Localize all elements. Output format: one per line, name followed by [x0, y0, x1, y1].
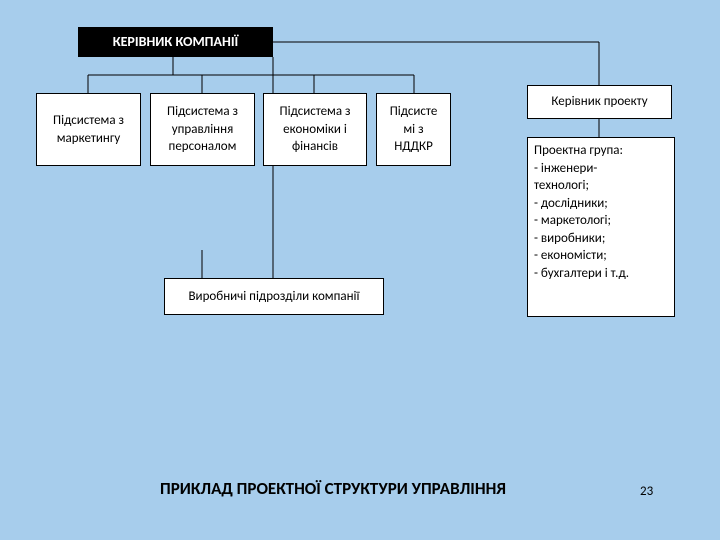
- page-number: 23: [640, 484, 653, 499]
- node-label: Проектна група: - інженери- технологі; -…: [534, 142, 629, 282]
- node-label: Підсистема з економіки і фінансів: [270, 103, 360, 156]
- slide-caption: ПРИКЛАД ПРОЕКТНОЇ СТРУКТУРИ УПРАВЛІННЯ: [160, 478, 506, 499]
- node-label: Підсисте мі з НДДКР: [383, 103, 444, 156]
- node-label: Виробничі підрозділи компанії: [188, 288, 359, 306]
- node-subsystem-hr: Підсистема з управління персоналом: [150, 93, 255, 166]
- node-subsystem-marketing: Підсистема з маркетингу: [36, 93, 141, 166]
- node-label: КЕРІВНИК КОМПАНІЇ: [113, 33, 239, 52]
- node-label: Керівник проекту: [551, 93, 647, 111]
- node-subsystem-rnd: Підсисте мі з НДДКР: [376, 93, 451, 166]
- node-production-units: Виробничі підрозділи компанії: [164, 278, 384, 315]
- node-label: Підсистема з управління персоналом: [157, 103, 248, 156]
- node-company-head: КЕРІВНИК КОМПАНІЇ: [78, 27, 273, 57]
- page-number-text: 23: [640, 484, 653, 499]
- caption-text: ПРИКЛАД ПРОЕКТНОЇ СТРУКТУРИ УПРАВЛІННЯ: [160, 478, 506, 499]
- node-subsystem-finance: Підсистема з економіки і фінансів: [263, 93, 367, 166]
- node-project-team: Проектна група: - інженери- технологі; -…: [527, 137, 675, 317]
- diagram-stage: КЕРІВНИК КОМПАНІЇ Підсистема з маркетинг…: [0, 0, 720, 540]
- node-project-manager: Керівник проекту: [527, 85, 672, 119]
- node-label: Підсистема з маркетингу: [43, 112, 134, 147]
